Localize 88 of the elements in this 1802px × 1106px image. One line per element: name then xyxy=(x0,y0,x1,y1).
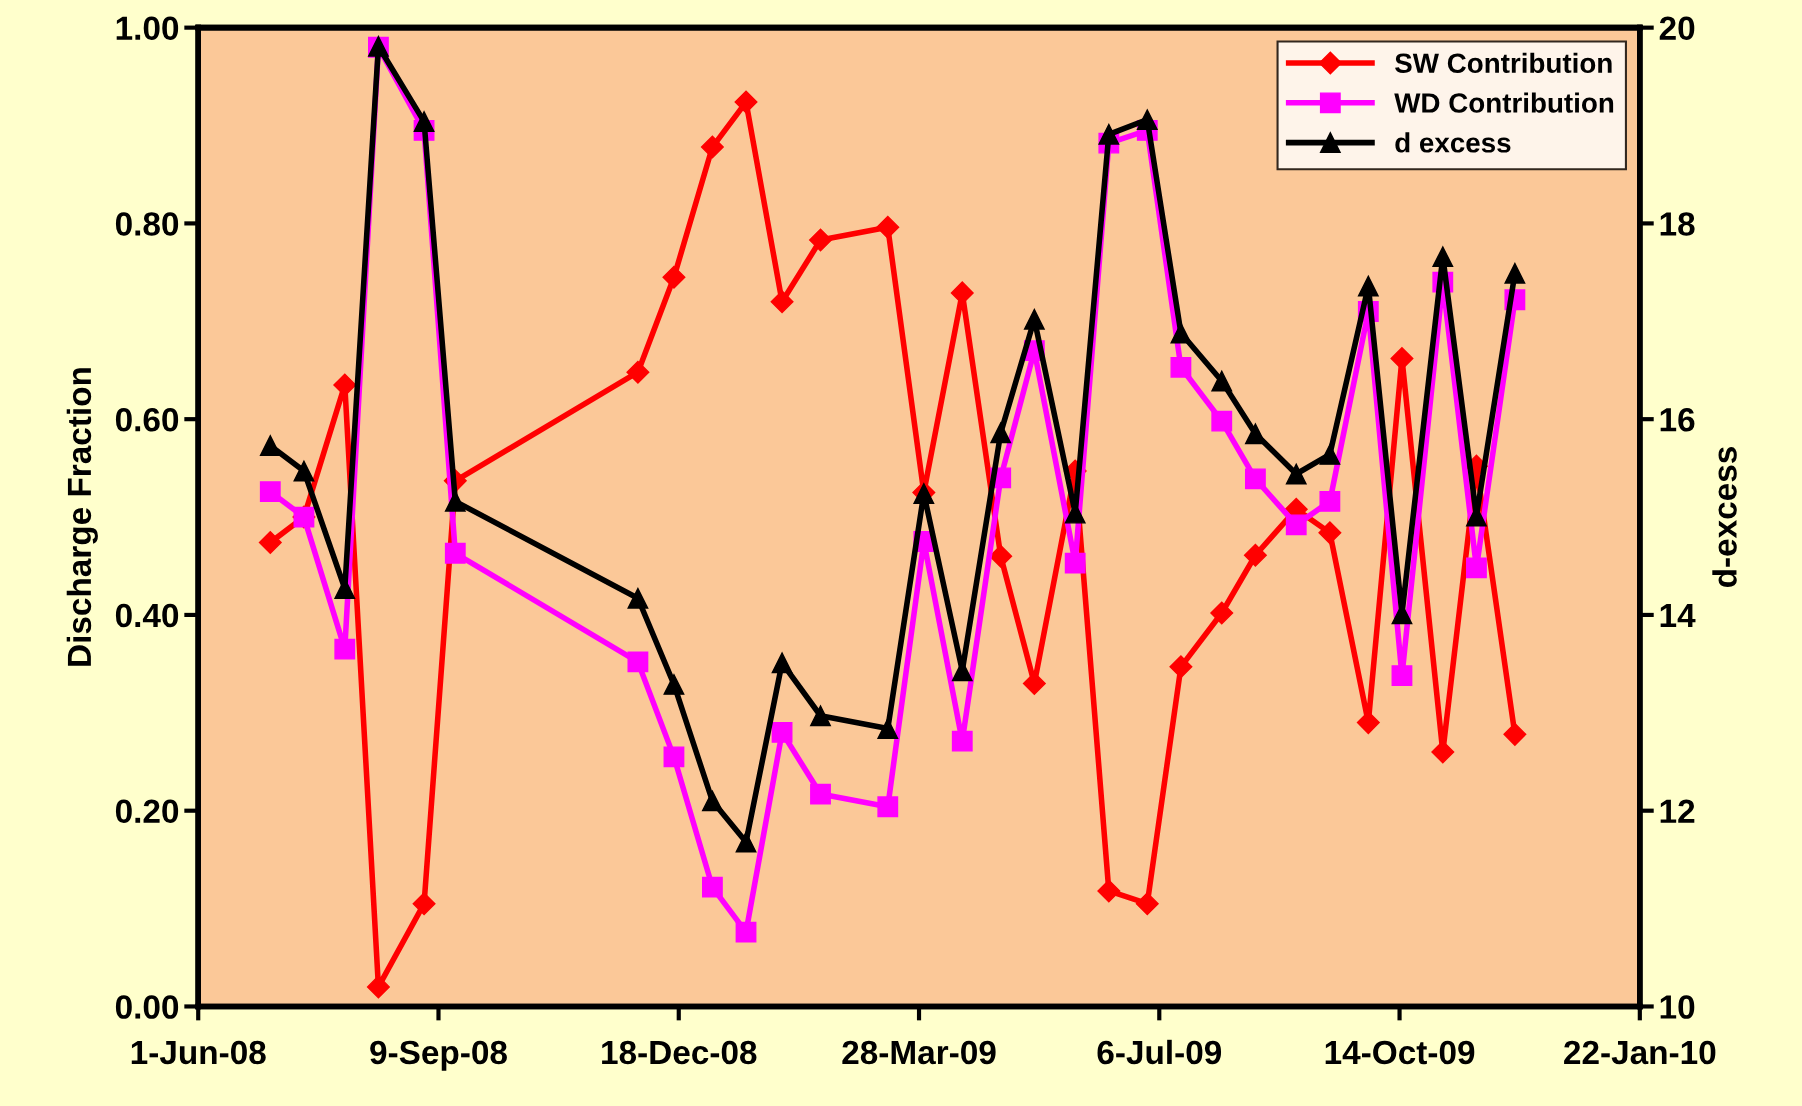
point xyxy=(1097,879,1121,903)
y2-tick-label: 12 xyxy=(1660,799,1695,823)
point xyxy=(1319,443,1341,465)
point xyxy=(990,422,1012,444)
point xyxy=(1503,722,1527,746)
point xyxy=(663,674,685,695)
point xyxy=(1431,740,1455,764)
y-tick-label: 0.00 xyxy=(115,995,179,1019)
point xyxy=(1244,468,1266,490)
point xyxy=(366,975,390,999)
point xyxy=(809,228,833,252)
point xyxy=(1210,601,1234,625)
point xyxy=(951,730,973,752)
x-tick-label: 9-Sep-08 xyxy=(370,1040,507,1071)
point xyxy=(333,373,357,397)
point xyxy=(989,544,1013,568)
point xyxy=(259,481,281,503)
point xyxy=(258,531,282,555)
x-tick-label: 22-Jan-10 xyxy=(1564,1040,1716,1065)
y2-tick-label: 16 xyxy=(1660,407,1695,432)
point xyxy=(1466,557,1487,579)
point xyxy=(1390,346,1414,370)
point xyxy=(1136,109,1158,131)
point xyxy=(876,215,900,239)
point xyxy=(771,652,793,674)
point xyxy=(1318,521,1342,545)
point xyxy=(735,921,757,943)
x-tick-label: 6-Jul-09 xyxy=(1097,1039,1222,1065)
point xyxy=(771,721,793,743)
x-tick-label: 28-Mar-09 xyxy=(842,1040,996,1065)
point xyxy=(1098,123,1120,145)
point xyxy=(627,651,649,673)
y-tick-label: 1.00 xyxy=(116,16,179,41)
point xyxy=(662,265,686,289)
point xyxy=(734,90,758,114)
point xyxy=(701,790,723,812)
point xyxy=(1357,275,1379,297)
point xyxy=(1243,543,1267,567)
point xyxy=(1356,711,1380,735)
x-tick-label: 18-Dec-08 xyxy=(602,1040,757,1065)
point xyxy=(1170,356,1192,378)
y-axis-title: Discharge Fraction xyxy=(66,368,98,666)
y2-tick-label: 18 xyxy=(1660,212,1695,236)
point xyxy=(413,111,435,133)
point xyxy=(877,796,899,818)
point xyxy=(1135,892,1159,916)
point xyxy=(627,587,649,609)
point xyxy=(293,460,315,482)
point xyxy=(810,705,831,727)
point xyxy=(663,746,685,768)
point xyxy=(1023,308,1045,330)
point xyxy=(444,542,466,564)
y-tick-label: 0.20 xyxy=(115,799,179,824)
point xyxy=(1504,262,1526,284)
y2-tick-label: 10 xyxy=(1660,995,1695,1019)
point xyxy=(626,360,650,384)
y2-tick-label: 14 xyxy=(1660,604,1696,628)
point xyxy=(877,718,899,739)
y-tick-label: 0.80 xyxy=(115,212,179,236)
x-tick-label: 1-Jun-08 xyxy=(131,1040,266,1065)
point xyxy=(444,490,466,512)
legend-label: d excess xyxy=(1395,132,1511,153)
y-tick-label: 0.60 xyxy=(115,407,179,432)
point xyxy=(1211,410,1233,432)
point xyxy=(1244,423,1266,445)
point xyxy=(770,290,794,314)
y2-axis-title: d-excess xyxy=(1712,447,1737,588)
y-tick-label: 0.40 xyxy=(115,603,179,628)
y2-tick-label: 20 xyxy=(1659,16,1695,41)
point xyxy=(810,783,831,805)
point xyxy=(1211,370,1233,392)
point xyxy=(1169,655,1193,679)
point xyxy=(701,876,723,898)
point xyxy=(412,892,436,916)
point xyxy=(1391,665,1413,687)
point xyxy=(1170,322,1192,344)
point xyxy=(700,135,724,159)
point xyxy=(1319,490,1341,512)
point xyxy=(1432,246,1454,268)
point xyxy=(735,831,757,853)
legend-label: SW Contribution xyxy=(1395,52,1612,74)
legend-label: WD Contribution xyxy=(1394,92,1614,113)
point xyxy=(334,638,356,660)
point xyxy=(1285,514,1307,536)
x-tick-label: 14-Oct-09 xyxy=(1325,1040,1475,1065)
point xyxy=(259,435,281,457)
point xyxy=(1285,463,1307,485)
point xyxy=(1064,552,1086,574)
